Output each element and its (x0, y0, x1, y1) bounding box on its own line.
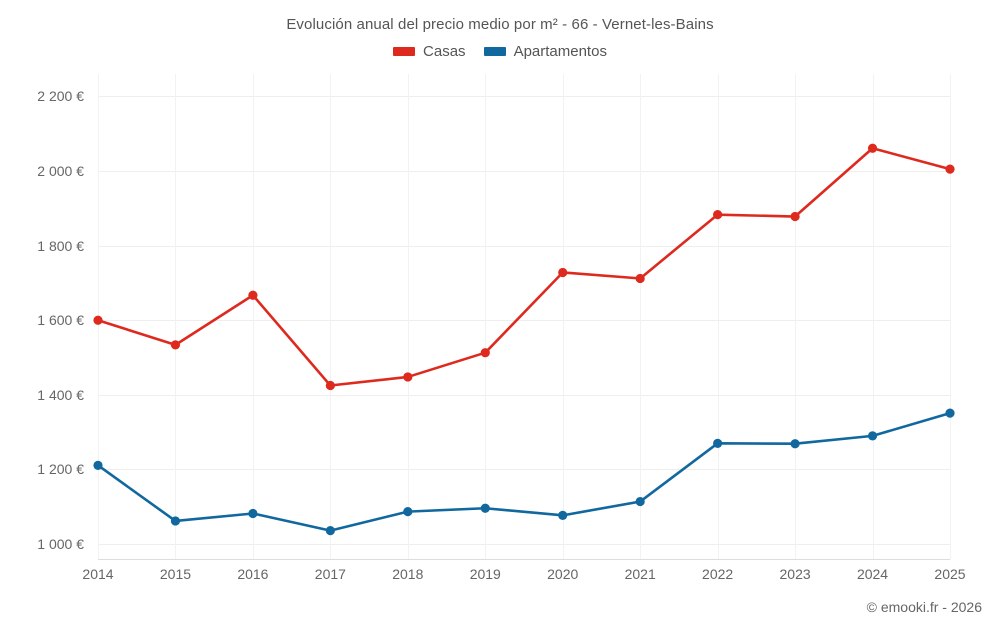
y-axis-tick-label: 1 800 € (37, 237, 84, 254)
data-point-marker[interactable] (867, 431, 878, 441)
gridline-horizontal (98, 320, 950, 322)
legend-swatch-apartamentos-icon (483, 47, 506, 56)
data-point-marker[interactable] (480, 503, 490, 513)
data-point-marker[interactable] (790, 439, 800, 449)
data-point-marker[interactable] (248, 290, 258, 300)
data-point-marker[interactable] (170, 340, 181, 350)
data-point-marker[interactable] (867, 143, 878, 153)
gridline-horizontal (98, 96, 950, 98)
gridline-vertical (950, 74, 951, 559)
x-axis-tick-label: 2018 (392, 566, 424, 582)
x-axis-tick-label: 2017 (314, 566, 346, 582)
data-point-marker[interactable] (945, 164, 955, 174)
x-axis-tick-label: 2025 (934, 566, 966, 582)
legend-swatch-casas-icon (393, 47, 416, 56)
x-axis-line (98, 559, 950, 560)
gridline-vertical (795, 74, 797, 559)
data-point-marker[interactable] (325, 526, 335, 536)
data-point-marker[interactable] (635, 496, 645, 507)
data-point-marker[interactable] (635, 273, 645, 284)
gridline-vertical (330, 74, 332, 559)
x-axis-tick-label: 2014 (82, 566, 114, 582)
data-point-marker[interactable] (325, 380, 335, 391)
gridline-vertical (872, 74, 874, 559)
series-line-apartamentos (96, 411, 952, 532)
data-point-marker[interactable] (558, 510, 568, 520)
gridline-vertical (252, 74, 254, 559)
y-axis-tick-label: 2 200 € (37, 88, 84, 105)
data-point-marker[interactable] (248, 508, 258, 519)
chart-legend: Casas Apartamentos (0, 44, 1000, 59)
gridline-vertical (717, 74, 719, 559)
gridline-horizontal (98, 544, 950, 546)
gridline-horizontal (98, 394, 950, 396)
data-point-marker[interactable] (713, 438, 723, 448)
gridline-horizontal (98, 245, 950, 247)
x-axis-tick-label: 2024 (856, 566, 889, 582)
x-axis-tick-label: 2021 (624, 566, 656, 582)
footer-credit: © emooki.fr - 2026 (866, 599, 982, 615)
x-axis-tick-label: 2016 (237, 566, 269, 582)
plot-area (93, 74, 955, 559)
x-axis-tick-label: 2022 (702, 566, 734, 582)
legend-label-casas: Casas (423, 43, 466, 60)
gridline-horizontal (98, 469, 950, 471)
y-axis-tick-label: 1 600 € (37, 312, 84, 329)
data-point-marker[interactable] (93, 315, 103, 325)
data-point-marker[interactable] (790, 211, 800, 222)
x-axis-tick-label: 2015 (159, 566, 192, 582)
data-point-marker[interactable] (945, 408, 955, 418)
y-axis-tick-label: 1 400 € (37, 386, 84, 403)
data-point-marker[interactable] (558, 267, 568, 278)
legend-label-apartamentos: Apartamentos (513, 43, 607, 60)
gridline-vertical (640, 74, 642, 559)
gridline-vertical (485, 74, 487, 559)
gridline-vertical (562, 74, 564, 559)
gridline-horizontal (98, 171, 950, 172)
series-layer (93, 143, 955, 536)
y-axis-tick-label: 2 000 € (37, 163, 84, 179)
data-point-marker[interactable] (170, 516, 181, 526)
x-axis-tick-label: 2019 (469, 566, 501, 582)
legend-item-apartamentos[interactable]: Apartamentos (483, 43, 607, 60)
y-axis-tick-label: 1 200 € (37, 461, 84, 478)
x-axis-tick-label: 2023 (779, 566, 811, 582)
x-axis-tick-label: 2020 (547, 566, 579, 582)
y-axis-tick-label: 1 000 € (37, 536, 84, 553)
chart-title: Evolución anual del precio medio por m² … (286, 16, 714, 33)
data-point-marker[interactable] (403, 372, 413, 382)
data-point-marker[interactable] (403, 507, 413, 517)
data-point-marker[interactable] (93, 460, 103, 470)
data-point-marker[interactable] (713, 210, 723, 220)
data-point-marker[interactable] (480, 348, 490, 358)
series-line-casas (96, 146, 952, 387)
gridline-vertical (407, 74, 409, 559)
gridline-vertical (175, 74, 177, 559)
legend-item-casas[interactable]: Casas (393, 44, 466, 59)
